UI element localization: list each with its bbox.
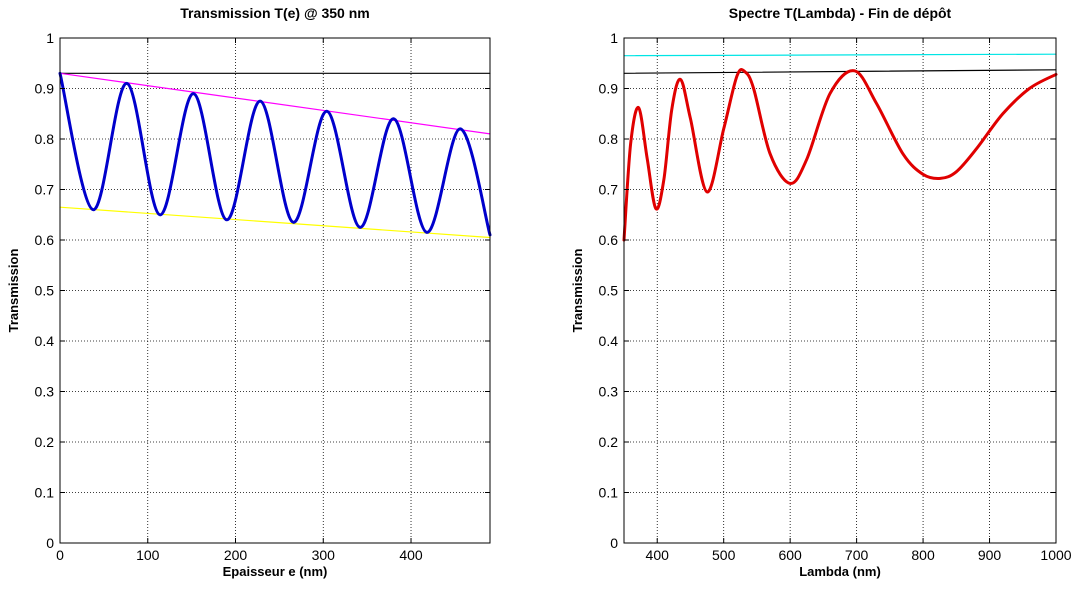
y-tick-label: 0.7 [35, 182, 55, 198]
x-tick-label: 900 [978, 547, 1002, 563]
y-tick-label: 0.7 [599, 182, 619, 198]
plot-transmission-thickness: 0 100 200 300 400 0 0.1 0.2 0.3 0.4 0.5 0.6 0.7 0.8 0.… [6, 5, 492, 579]
series-line-2 [59, 206, 491, 239]
y-tick-label: 0.9 [35, 81, 55, 97]
y-tick-label: 1 [46, 30, 54, 46]
y-tick-label: 0.2 [35, 434, 55, 450]
x-tick-label: 0 [56, 547, 64, 563]
x-tick-label: 700 [845, 547, 869, 563]
y-tick-label: 0.5 [35, 283, 55, 299]
y-tick-label: 0.3 [35, 384, 55, 400]
series-line-3 [58, 71, 492, 237]
y-tick-label: 0.9 [599, 81, 619, 97]
chart-title: Transmission T(e) @ 350 nm [180, 5, 370, 21]
y-tick-label: 0.2 [599, 434, 619, 450]
y-tick-label: 1 [610, 30, 618, 46]
x-tick-label: 500 [712, 547, 736, 563]
y-tick-label: 0.1 [35, 485, 55, 501]
y-tick-label: 0.8 [35, 131, 55, 147]
series-line-1 [59, 72, 491, 135]
y-tick-label: 0 [46, 535, 54, 551]
x-tick-label: 800 [911, 547, 935, 563]
y-tick-label: 0 [610, 535, 618, 551]
series-line-2 [622, 68, 1058, 242]
chart-title: Spectre T(Lambda) - Fin de dépôt [729, 5, 952, 21]
y-tick-label: 0.6 [35, 232, 55, 248]
x-tick-label: 1000 [1040, 547, 1071, 563]
x-tick-label: 400 [646, 547, 670, 563]
plot-spectrum: 400 500 600 700 800 900 1000 0 0.1 0.2 0.3 0.4 0.5 0.… [570, 5, 1072, 579]
y-tick-label: 0.6 [599, 232, 619, 248]
x-tick-label: 400 [399, 547, 423, 563]
y-axis-label: Transmission [6, 249, 21, 333]
x-axis-label: Lambda (nm) [799, 564, 881, 579]
plot-frame [59, 37, 491, 544]
y-tick-label: 0.4 [599, 333, 619, 349]
x-tick-label: 200 [224, 547, 248, 563]
x-tick-label: 100 [136, 547, 160, 563]
series-line-1 [623, 69, 1057, 74]
y-tick-label: 0.1 [599, 485, 619, 501]
y-axis-label: Transmission [570, 249, 585, 333]
series-line-0 [623, 53, 1057, 57]
x-tick-label: 300 [312, 547, 336, 563]
y-tick-label: 0.5 [599, 283, 619, 299]
y-tick-label: 0.3 [599, 384, 619, 400]
x-tick-label: 600 [778, 547, 802, 563]
y-tick-label: 0.8 [599, 131, 619, 147]
x-axis-label: Epaisseur e (nm) [223, 564, 328, 579]
y-tick-label: 0.4 [35, 333, 55, 349]
